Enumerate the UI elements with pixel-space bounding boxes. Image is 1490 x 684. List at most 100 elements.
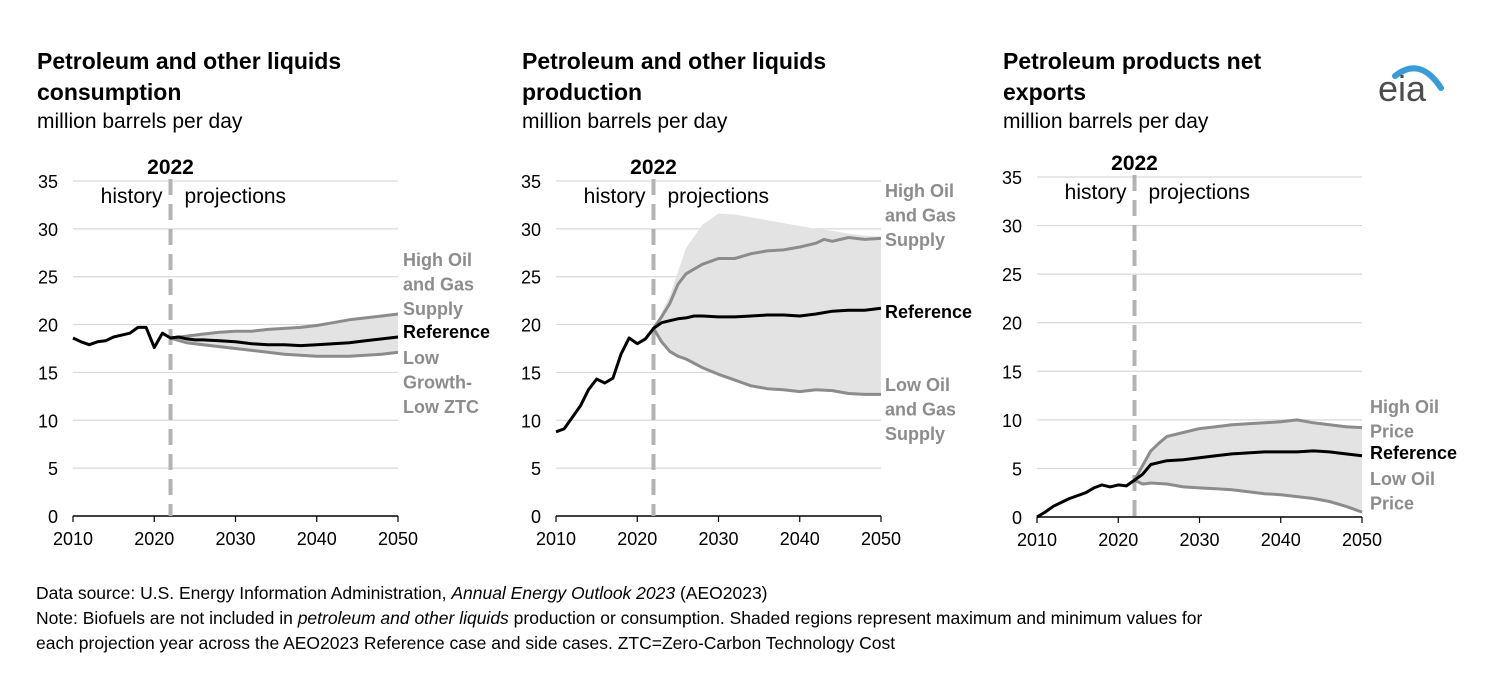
history-label: history bbox=[1065, 181, 1127, 204]
logo-arc bbox=[1392, 65, 1444, 91]
panel-1-title-line1: Petroleum and other liquids bbox=[37, 48, 342, 74]
note-line-1: Note: Biofuels are not included in petro… bbox=[36, 606, 1466, 631]
y-tick-label: 10 bbox=[521, 411, 541, 431]
low-case-label: Supply bbox=[885, 424, 945, 444]
y-tick-label: 20 bbox=[38, 316, 58, 336]
y-tick-label: 0 bbox=[531, 507, 541, 527]
high-case-label: Supply bbox=[885, 230, 945, 250]
y-tick-label: 35 bbox=[1002, 168, 1022, 188]
panel-3-subtitle: million barrels per day bbox=[1003, 110, 1209, 133]
y-tick-label: 25 bbox=[521, 268, 541, 288]
y-tick-label: 30 bbox=[521, 220, 541, 240]
x-tick-label: 2030 bbox=[1179, 530, 1219, 550]
chart-1: 0 5 10 15 20 25 30 35 2010 2020 2030 2040 2050 2022 hi… bbox=[38, 156, 490, 549]
panel-3-title-line1: Petroleum products net bbox=[1003, 48, 1262, 74]
shaded-range bbox=[170, 314, 398, 357]
chart-3: 0 5 10 15 20 25 30 35 2010 2020 2030 2040 2050 2022 hi… bbox=[1002, 152, 1457, 550]
low-case-label: Price bbox=[1370, 494, 1414, 514]
note-prefix: Note: Biofuels are not included in bbox=[36, 608, 298, 628]
data-source-line: Data source: U.S. Energy Information Adm… bbox=[36, 581, 1466, 606]
panel-3-title-line2: exports bbox=[1003, 79, 1087, 105]
reference-line bbox=[555, 306, 882, 434]
y-tick-label: 30 bbox=[38, 220, 58, 240]
shaded-range bbox=[1134, 419, 1362, 513]
y-tick-label: 30 bbox=[1002, 217, 1022, 237]
projections-label: projections bbox=[185, 185, 287, 208]
low-case-label: Low ZTC bbox=[403, 397, 479, 417]
y-tick-label: 0 bbox=[1012, 508, 1022, 528]
note-italic: petroleum and other liquids bbox=[297, 608, 509, 628]
high-case-line bbox=[652, 236, 882, 330]
panel-2-subtitle: million barrels per day bbox=[522, 110, 728, 133]
y-tick-label: 0 bbox=[48, 507, 58, 527]
y-tick-label: 5 bbox=[531, 459, 541, 479]
footnotes: Data source: U.S. Energy Information Adm… bbox=[36, 581, 1466, 656]
x-tick-label: 2040 bbox=[780, 529, 820, 549]
high-case-label: and Gas bbox=[403, 275, 474, 295]
panel-2-title: Petroleum and other liquids production bbox=[522, 46, 826, 108]
y-tick-label: 20 bbox=[1002, 314, 1022, 334]
reference-case-label: Reference bbox=[885, 302, 972, 322]
logo-text: eia bbox=[1378, 68, 1427, 106]
projections-label: projections bbox=[1149, 181, 1251, 204]
x-tick-label: 2040 bbox=[297, 529, 337, 549]
source-italic: Annual Energy Outlook 2023 bbox=[451, 583, 676, 603]
low-case-label: Growth- bbox=[403, 373, 472, 393]
low-case-label: Low Oil bbox=[885, 375, 950, 395]
note-line-2: each projection year across the AEO2023 … bbox=[36, 633, 896, 653]
x-tick-label: 2030 bbox=[215, 529, 255, 549]
high-case-label: Price bbox=[1370, 422, 1414, 442]
source-prefix: Data source: U.S. Energy Information Adm… bbox=[36, 583, 452, 603]
divider-label: 2022 bbox=[1111, 152, 1158, 175]
y-tick-label: 15 bbox=[1002, 362, 1022, 382]
panel-2-title-line2: production bbox=[522, 79, 643, 105]
x-tick-label: 2040 bbox=[1261, 530, 1301, 550]
y-tick-label: 25 bbox=[38, 268, 58, 288]
x-tick-label: 2020 bbox=[134, 529, 174, 549]
panel-1-title: Petroleum and other liquids consumption bbox=[37, 46, 341, 108]
projections-label: projections bbox=[668, 185, 770, 208]
history-label: history bbox=[101, 185, 163, 208]
source-suffix: (AEO2023) bbox=[675, 583, 768, 603]
y-tick-label: 5 bbox=[1012, 459, 1022, 479]
reference-line bbox=[72, 325, 399, 349]
low-case-line bbox=[170, 336, 399, 358]
low-case-label: and Gas bbox=[885, 400, 956, 420]
shaded-range bbox=[653, 213, 881, 395]
y-tick-label: 35 bbox=[521, 172, 541, 192]
y-tick-label: 35 bbox=[38, 172, 58, 192]
reference-case-label: Reference bbox=[403, 322, 490, 342]
low-case-line bbox=[1133, 478, 1363, 514]
x-tick-label: 2050 bbox=[378, 529, 418, 549]
history-label: history bbox=[584, 185, 646, 208]
x-tick-label: 2030 bbox=[698, 529, 738, 549]
low-case-label: Low Oil bbox=[1370, 469, 1435, 489]
x-tick-label: 2010 bbox=[536, 529, 576, 549]
reference-case-label: Reference bbox=[1370, 443, 1457, 463]
high-case-label: High Oil bbox=[1370, 397, 1439, 417]
high-case-line bbox=[170, 312, 399, 340]
high-case-line bbox=[1133, 418, 1363, 481]
x-tick-label: 2020 bbox=[1098, 530, 1138, 550]
y-tick-label: 10 bbox=[1002, 411, 1022, 431]
y-tick-label: 25 bbox=[1002, 265, 1022, 285]
panel-1-subtitle: million barrels per day bbox=[37, 110, 243, 133]
eia-logo: eia bbox=[1375, 58, 1450, 109]
high-case-label: Supply bbox=[403, 299, 463, 319]
x-tick-label: 2050 bbox=[861, 529, 901, 549]
high-case-label: High Oil bbox=[403, 250, 472, 270]
high-case-label: and Gas bbox=[885, 206, 956, 226]
y-tick-label: 5 bbox=[48, 459, 58, 479]
y-tick-label: 20 bbox=[521, 316, 541, 336]
low-case-label: Low bbox=[403, 348, 440, 368]
panel-2-title-line1: Petroleum and other liquids bbox=[522, 48, 827, 74]
x-tick-label: 2020 bbox=[617, 529, 657, 549]
y-tick-label: 15 bbox=[521, 363, 541, 383]
divider-label: 2022 bbox=[147, 156, 194, 179]
x-tick-label: 2050 bbox=[1342, 530, 1382, 550]
low-case-line bbox=[652, 327, 881, 396]
panel-3-title: Petroleum products net exports bbox=[1003, 46, 1261, 108]
y-tick-label: 15 bbox=[38, 363, 58, 383]
chart-2: 0 5 10 15 20 25 30 35 2010 2020 2030 2040 2050 2022 hi… bbox=[521, 156, 972, 549]
